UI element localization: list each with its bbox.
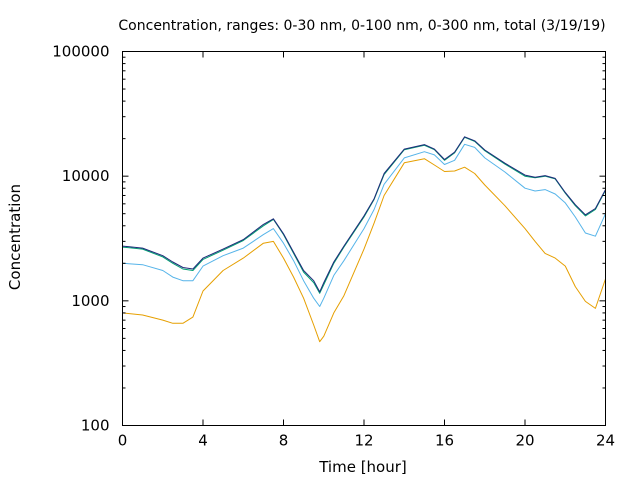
x-tick-label: 20 (515, 432, 534, 450)
y-tick-label: 10000 (62, 167, 110, 185)
x-tick-label: 0 (118, 432, 128, 450)
series-line-1 (122, 158, 606, 343)
axis-ticks: 0 4 8 12 16 20 24 100 1000 10000 100000 (52, 43, 615, 450)
x-tick-label: 12 (354, 432, 373, 450)
x-tick-label: 4 (198, 432, 208, 450)
chart-title: Concentration, ranges: 0-30 nm, 0-100 nm… (118, 18, 605, 34)
x-tick-label: 8 (279, 432, 289, 450)
y-axis-label: Concentration (6, 184, 24, 290)
series-layer (122, 136, 606, 343)
x-axis-label: Time [hour] (318, 458, 407, 476)
plot-frame (122, 51, 606, 426)
y-tick-label: 100000 (52, 43, 109, 61)
series-line-4 (122, 136, 606, 293)
series-line-2 (122, 143, 606, 307)
x-tick-label: 24 (596, 432, 615, 450)
y-tick-label: 100 (81, 417, 110, 435)
y-tick-label: 1000 (71, 292, 109, 310)
x-tick-label: 16 (435, 432, 454, 450)
